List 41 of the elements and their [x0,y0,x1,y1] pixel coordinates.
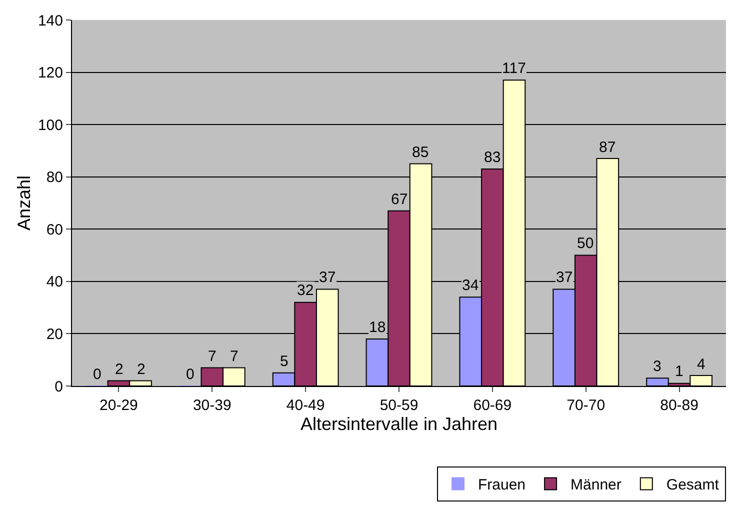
y-tick-label: 0 [54,378,63,396]
y-tick-label: 140 [38,12,63,30]
data-label: 0 [93,366,102,383]
y-tick-label: 80 [46,169,63,186]
y-tick-label: 40 [46,274,63,291]
data-label: 18 [369,319,386,336]
y-tick-label: 20 [46,326,63,343]
data-label: 1 [675,363,684,380]
x-tick-label: 60-69 [473,397,512,414]
data-label: 32 [297,282,314,299]
legend-label: Männer [570,476,622,494]
data-label: 85 [412,144,429,161]
data-label: 5 [280,353,288,370]
data-label: 3 [653,358,662,375]
y-tick-label: 120 [38,64,63,82]
data-label: 50 [577,235,594,252]
y-axis-title: Anzahl [14,175,34,231]
x-tick-label: 70-70 [566,397,606,414]
x-tick-label: 50-59 [380,397,418,414]
x-tick-label: 20-29 [100,397,138,414]
data-label: 37 [556,269,573,286]
data-label: 2 [137,361,146,378]
data-label: 117 [502,60,526,77]
legend-label: Frauen [478,476,526,494]
data-label: 83 [484,149,501,166]
x-axis-title: Altersintervalle in Jahren [300,414,498,434]
data-label: 7 [230,348,238,365]
data-label: 34 [462,277,479,294]
data-label: 67 [391,191,408,208]
x-tick-label: 80-89 [660,397,698,414]
legend-label: Gesamt [666,476,720,494]
x-tick-label: 30-39 [192,397,232,414]
data-label: 7 [208,348,216,365]
data-label: 37 [319,269,336,286]
data-label: 87 [599,139,616,156]
y-tick-label: 100 [38,116,63,134]
data-label: 2 [115,361,124,378]
y-tick-label: 60 [46,221,63,238]
x-tick-label: 40-49 [286,397,325,414]
data-label: 0 [186,366,194,383]
data-label: 4 [697,356,706,373]
